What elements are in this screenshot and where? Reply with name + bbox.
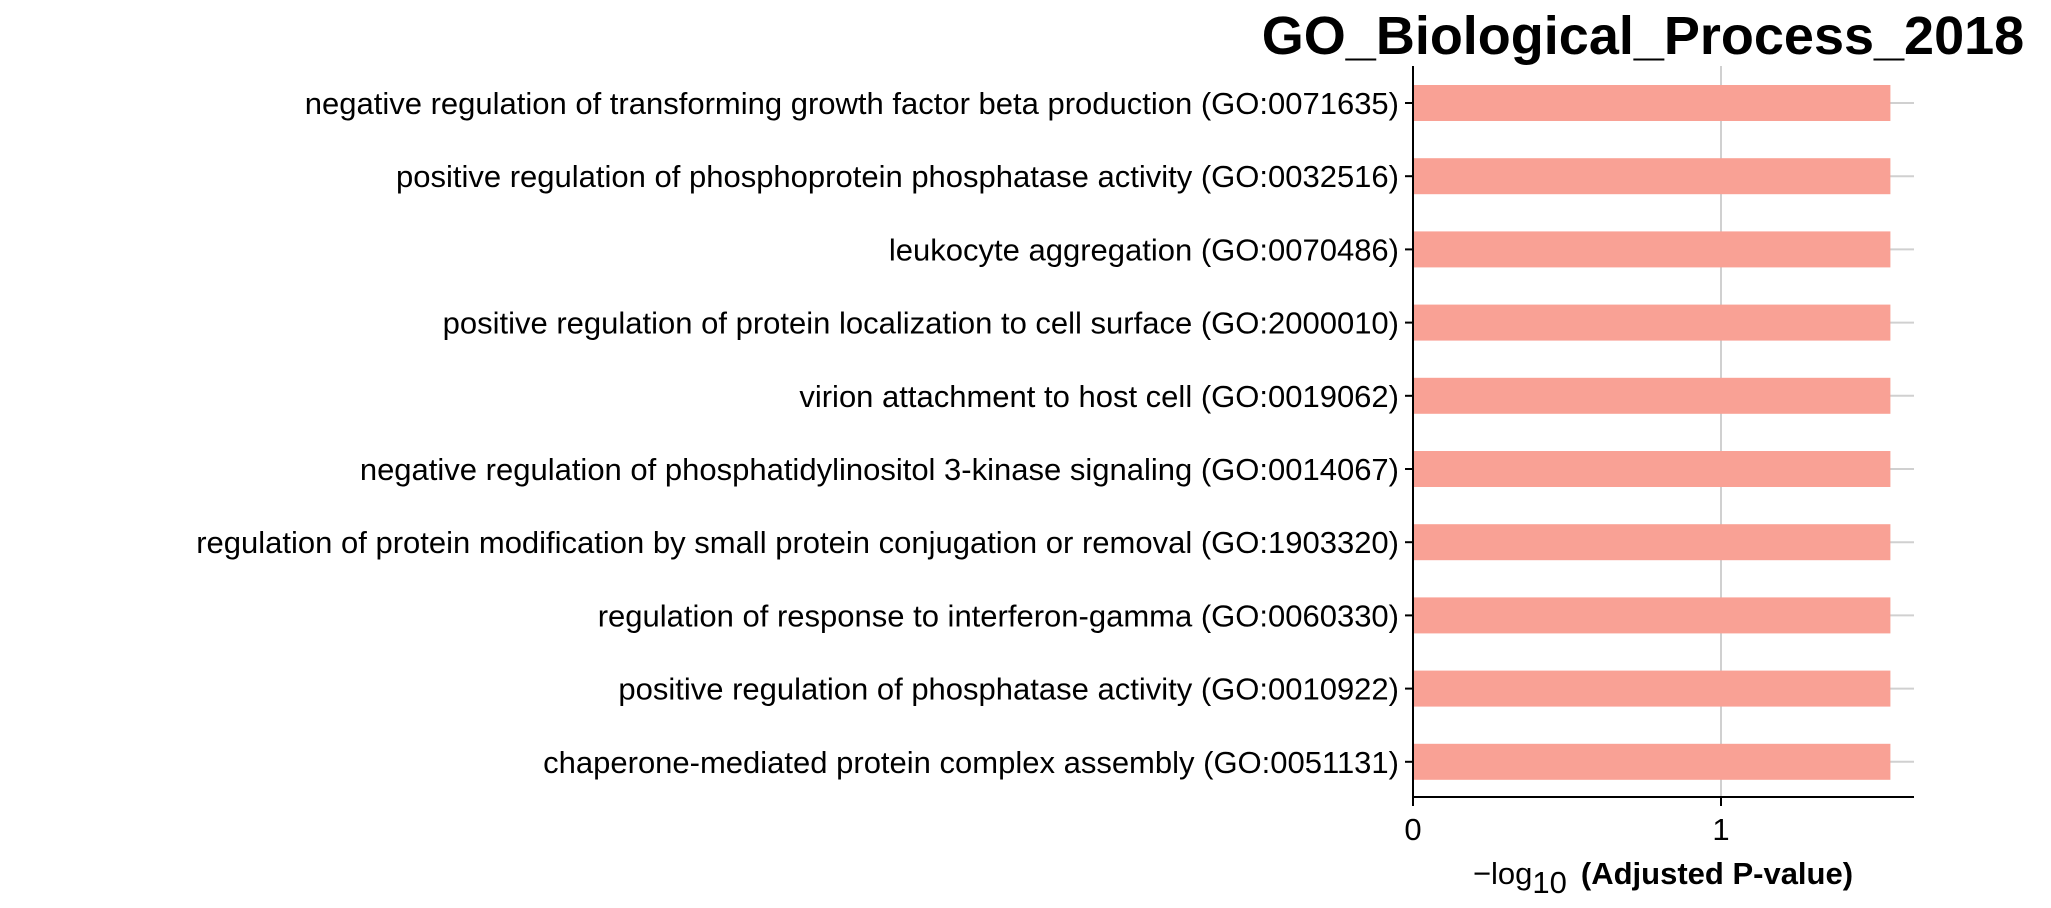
x-axis-label-math: −log: [1473, 856, 1532, 891]
x-tick-label: 0: [1404, 812, 1421, 847]
bar: [1413, 158, 1891, 195]
category-label: leukocyte aggregation (GO:0070486): [889, 232, 1399, 267]
category-label: negative regulation of phosphatidylinosi…: [360, 452, 1399, 487]
bar: [1413, 304, 1891, 341]
bar: [1413, 524, 1891, 561]
category-label: regulation of response to interferon-gam…: [598, 598, 1399, 633]
category-label: positive regulation of phosphatase activ…: [618, 672, 1399, 707]
bar: [1413, 377, 1891, 414]
category-label: regulation of protein modification by sm…: [196, 525, 1399, 560]
category-label: virion attachment to host cell (GO:00190…: [799, 379, 1399, 414]
x-axis-label-text: (Adjusted P-value): [1581, 856, 1853, 891]
bars: [1413, 85, 1891, 780]
category-label: chaperone-mediated protein complex assem…: [543, 745, 1399, 780]
x-tick-label: 1: [1712, 812, 1729, 847]
bar: [1413, 670, 1891, 707]
bar: [1413, 597, 1891, 634]
axes: [1412, 66, 1914, 798]
bar: [1413, 85, 1891, 121]
category-labels: negative regulation of transforming grow…: [196, 86, 1413, 780]
category-label: positive regulation of protein localizat…: [443, 306, 1399, 341]
x-axis-label: −log10 (Adjusted P-value): [1473, 856, 1853, 900]
category-label: negative regulation of transforming grow…: [305, 86, 1399, 121]
bar: [1413, 451, 1891, 487]
x-axis-label-subscript: 10: [1532, 865, 1566, 900]
bar: [1413, 231, 1891, 268]
chart-title: GO_Biological_Process_2018: [1262, 6, 2024, 66]
category-label: positive regulation of phosphoprotein ph…: [396, 159, 1399, 194]
bar: [1413, 743, 1891, 780]
